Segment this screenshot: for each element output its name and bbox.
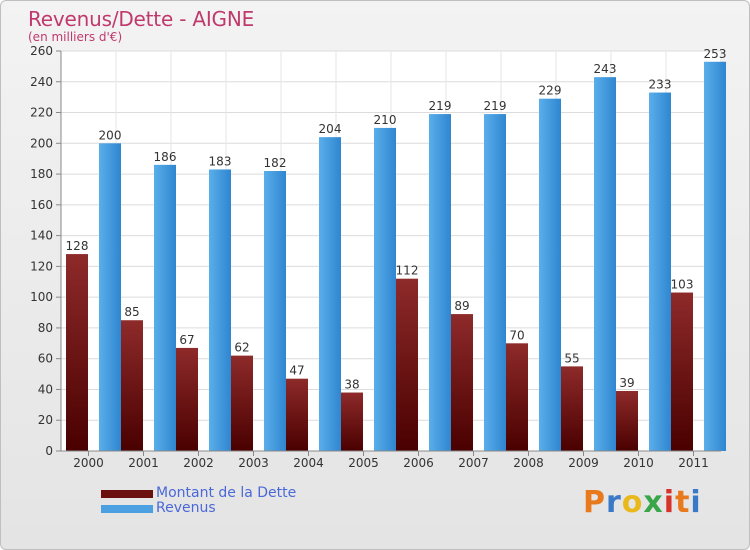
data-label-dette: 70: [509, 328, 524, 342]
bar-dette: [341, 392, 363, 451]
proxiti-logo: Proxiti: [583, 485, 702, 520]
x-tick-label: 2003: [238, 456, 269, 470]
bar-revenus: [264, 171, 286, 451]
logo-letter: P: [583, 485, 606, 520]
legend-swatch-revenus: [101, 505, 153, 513]
data-label-revenus: 200: [99, 128, 122, 142]
bar-revenus: [374, 127, 396, 451]
data-label-revenus: 219: [484, 99, 507, 113]
y-tick-label: 120: [30, 259, 53, 273]
logo-letter: i: [663, 485, 676, 520]
axes: 0 20 40 60 80 100 120 140 160 180 200 220 240 260 2000…: [30, 44, 721, 470]
bar-dette: [671, 292, 693, 451]
data-label-revenus: 210: [374, 113, 397, 127]
data-label-revenus: 229: [539, 84, 562, 98]
bar-dette: [451, 314, 473, 451]
legend-swatch-dette: [101, 490, 153, 498]
data-label-dette: 55: [564, 351, 579, 365]
x-tick-label: 2004: [293, 456, 324, 470]
chart-title: Revenus/Dette - AIGNE: [28, 7, 255, 31]
bar-revenus: [154, 164, 176, 451]
x-tick-label: 2001: [128, 456, 159, 470]
x-tick-label: 2005: [348, 456, 379, 470]
data-label-dette: 128: [66, 239, 89, 253]
x-tick-label: 2008: [513, 456, 544, 470]
bar-dette: [66, 254, 88, 451]
x-tick-label: 2010: [623, 456, 654, 470]
data-label-revenus: 253: [704, 47, 727, 61]
bar-dette: [121, 320, 143, 451]
bar-revenus: [539, 98, 561, 451]
logo-letter: o: [621, 485, 644, 520]
data-label-revenus: 219: [429, 99, 452, 113]
bars: [66, 61, 726, 452]
data-label-dette: 39: [619, 376, 634, 390]
bar-revenus: [649, 92, 671, 452]
data-label-dette: 112: [396, 264, 419, 278]
y-tick-label: 40: [38, 382, 53, 396]
y-tick-label: 0: [45, 444, 53, 458]
logo-letter: x: [643, 485, 664, 520]
chart-subtitle: (en milliers d'€): [28, 30, 123, 44]
y-tick-label: 180: [30, 167, 53, 181]
y-tick-label: 160: [30, 198, 53, 212]
data-label-revenus: 233: [649, 78, 672, 92]
y-tick-label: 60: [38, 352, 53, 366]
data-label-revenus: 186: [154, 150, 177, 164]
data-label-dette: 47: [289, 364, 304, 378]
y-tick-label: 260: [30, 44, 53, 58]
value-labels: 128 200 85 186 67 183 62 182 47 204 38 210 112 219 89 2…: [66, 47, 727, 392]
bar-revenus: [704, 61, 726, 452]
bar-dette: [561, 366, 583, 451]
data-label-dette: 38: [344, 378, 359, 392]
data-label-dette: 62: [234, 341, 249, 355]
y-tick-label: 20: [38, 413, 53, 427]
logo-letter: t: [675, 485, 691, 520]
y-tick-label: 140: [30, 229, 53, 243]
y-tick-label: 220: [30, 106, 53, 120]
bar-dette: [286, 378, 308, 451]
x-tick-label: 2000: [73, 456, 104, 470]
bar-dette: [176, 347, 198, 451]
x-tick-label: 2007: [458, 456, 489, 470]
data-label-dette: 89: [454, 299, 469, 313]
legend-label-revenus: Revenus: [156, 500, 216, 516]
bar-dette: [231, 355, 253, 451]
y-tick-label: 200: [30, 136, 53, 150]
bar-revenus: [594, 77, 616, 452]
bar-dette: [396, 278, 418, 451]
bar-revenus: [429, 114, 451, 452]
data-label-dette: 67: [179, 333, 194, 347]
data-label-dette: 85: [124, 305, 139, 319]
data-label-revenus: 243: [594, 62, 617, 76]
data-label-dette: 103: [671, 278, 694, 292]
x-tick-label: 2006: [403, 456, 434, 470]
data-label-revenus: 182: [264, 156, 287, 170]
bar-revenus: [209, 169, 231, 451]
y-tick-label: 100: [30, 290, 53, 304]
y-tick-label: 240: [30, 75, 53, 89]
x-tick-label: 2002: [183, 456, 214, 470]
legend-label-dette: Montant de la Dette: [156, 485, 297, 501]
bar-dette: [616, 391, 638, 451]
bar-revenus: [484, 114, 506, 452]
bar-revenus: [319, 137, 341, 451]
x-tick-label: 2009: [568, 456, 599, 470]
bar-revenus: [99, 143, 121, 452]
y-tick-label: 80: [38, 321, 53, 335]
logo-letter: i: [690, 485, 702, 520]
logo-letter: r: [606, 485, 622, 520]
bar-dette: [506, 343, 528, 451]
data-label-revenus: 204: [319, 122, 342, 136]
x-tick-label: 2011: [678, 456, 709, 470]
data-label-revenus: 183: [209, 154, 232, 168]
